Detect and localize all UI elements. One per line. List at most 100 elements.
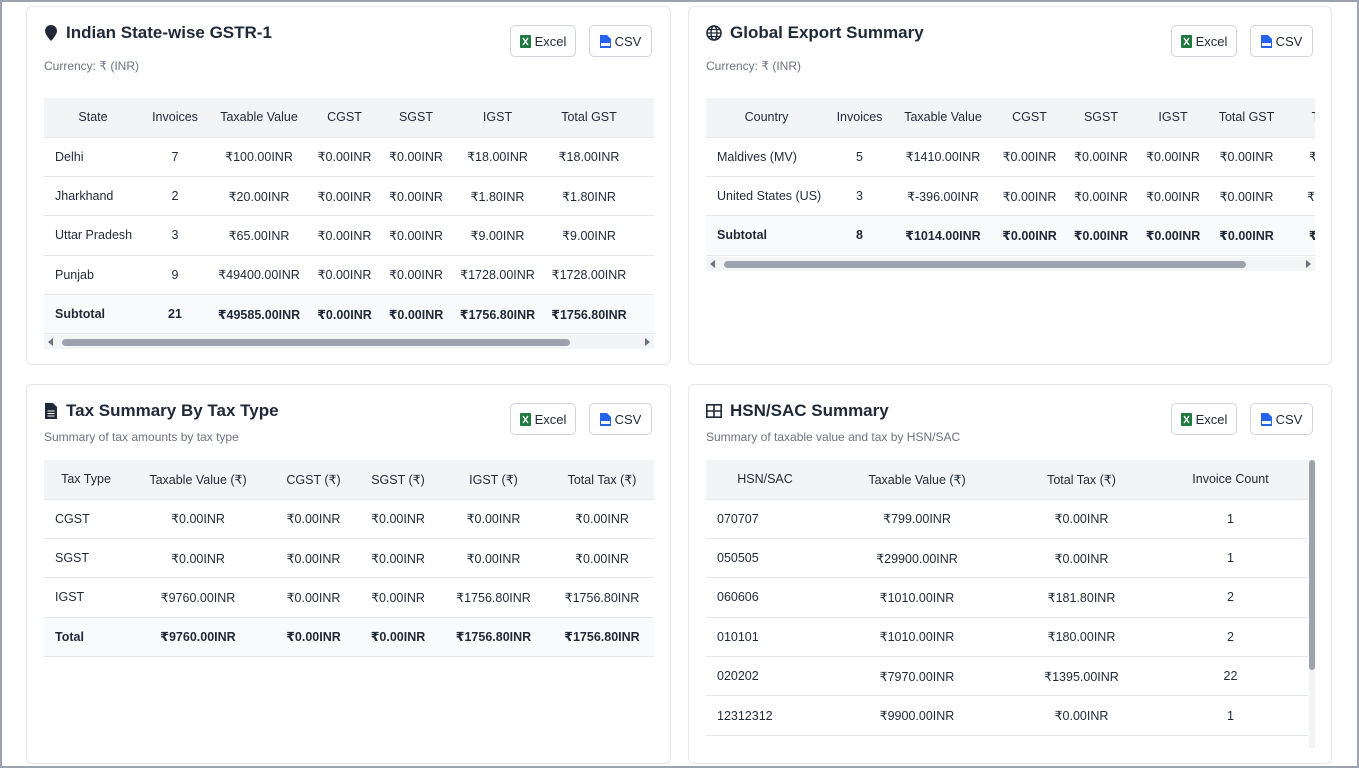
column-header: Total GST — [1209, 98, 1284, 138]
gstr1-title: Indian State-wise GSTR-1 — [44, 23, 272, 43]
table-cell: ₹0.00INR — [1065, 137, 1137, 177]
table-cell: ₹7970.00INR — [824, 656, 1010, 697]
table-cell: ₹9760.00INR — [128, 577, 268, 618]
table-cell: ₹0.00INR — [310, 294, 379, 334]
table-cell: 9 — [142, 255, 208, 296]
column-header: CGST (₹) — [268, 460, 359, 500]
table-cell: ₹49400.00INR — [208, 255, 310, 296]
excel-button[interactable]: Excel — [510, 403, 576, 435]
table-cell: 050505 — [706, 538, 824, 579]
table-cell: ₹0.00INR — [310, 215, 379, 256]
scrollbar-thumb[interactable] — [1309, 460, 1315, 670]
vertical-scrollbar[interactable] — [1309, 460, 1315, 748]
table-cell: ₹ — [636, 294, 654, 334]
table-cell: ₹9.00INR — [542, 215, 636, 256]
excel-icon — [519, 412, 531, 426]
table-row: Maldives (MV) 5 ₹1410.00INR ₹0.00INR ₹0.00IN… — [706, 137, 1315, 177]
subtotal-row: Subtotal 21 ₹49585.00INR ₹0.00INR ₹0.00INR ₹1… — [44, 294, 654, 334]
table-cell: ₹0.00INR — [359, 499, 437, 539]
export-title: Global Export Summary — [706, 23, 924, 43]
table-cell — [636, 137, 654, 177]
table-cell: ₹0.00INR — [1065, 176, 1137, 217]
table-cell: ₹1728.00INR — [453, 255, 542, 296]
table-cell: 7 — [142, 137, 208, 177]
table-cell: ₹0.00INR — [1209, 137, 1284, 177]
table-cell: ₹1014.00INR — [892, 215, 994, 256]
table-cell: ₹0.00INR — [310, 255, 379, 296]
column-header: Total Tax (₹) — [1010, 460, 1153, 500]
excel-button[interactable]: Excel — [510, 25, 576, 57]
table-cell: ₹1395.00INR — [1010, 656, 1153, 697]
column-header: Invoice Count — [1153, 460, 1308, 500]
table-cell: ₹0.00INR — [1137, 137, 1209, 177]
table-cell: ₹14 — [1284, 137, 1315, 177]
csv-button[interactable]: CSV — [589, 403, 652, 435]
table-row: Uttar Pradesh 3 ₹65.00INR ₹0.00INR ₹0.00INR ₹… — [44, 215, 654, 256]
excel-icon — [1180, 34, 1192, 48]
table-cell: ₹0.00INR — [437, 499, 550, 539]
table-cell: Subtotal — [706, 215, 827, 256]
table-cell: 22 — [1153, 656, 1308, 697]
table-cell: ₹18.00INR — [453, 137, 542, 177]
column-header: IGST — [1137, 98, 1209, 138]
table-cell: ₹0.00INR — [359, 577, 437, 618]
table-cell: ₹0.00INR — [379, 255, 453, 296]
column-header: Taxable Value (₹) — [128, 460, 268, 500]
table-cell: 5 — [827, 137, 892, 177]
csv-file-icon — [1260, 34, 1272, 48]
table-cell: 070707 — [706, 499, 824, 539]
table-cell: ₹65.00INR — [208, 215, 310, 256]
table-cell: Total — [44, 617, 128, 658]
table-row: Delhi 7 ₹100.00INR ₹0.00INR ₹0.00INR ₹18.00IN… — [44, 137, 654, 177]
scrollbar-thumb[interactable] — [62, 339, 570, 346]
column-header — [636, 98, 654, 138]
column-header: IGST — [453, 98, 542, 138]
excel-button[interactable]: Excel — [1171, 25, 1237, 57]
tax-summary-table: Tax Type Taxable Value (₹) CGST (₹) SGST (₹… — [44, 460, 654, 658]
column-header: State — [44, 98, 142, 138]
table-cell: ₹1756.80INR — [550, 617, 654, 658]
subtotal-row: Total ₹9760.00INR ₹0.00INR ₹0.00INR ₹1756.80… — [44, 617, 654, 658]
table-cell — [636, 176, 654, 217]
table-cell: ₹-396.00INR — [892, 176, 994, 217]
column-header: Tax Type — [44, 460, 128, 500]
column-header: Taxable Value — [208, 98, 310, 138]
horizontal-scrollbar[interactable] — [706, 257, 1315, 271]
table-cell: ₹0.00INR — [379, 137, 453, 177]
csv-button[interactable]: CSV — [1250, 403, 1313, 435]
scrollbar-thumb[interactable] — [724, 261, 1246, 268]
table-header-row: Country Invoices Taxable Value CGST SGST IGST… — [706, 98, 1315, 138]
table-cell: ₹0.00INR — [268, 577, 359, 618]
table-cell: ₹180.00INR — [1010, 617, 1153, 658]
table-cell: 2 — [1153, 617, 1308, 658]
table-cell: ₹1756.80INR — [550, 577, 654, 618]
table-cell: ₹0.00INR — [1137, 215, 1209, 256]
hsn-summary-card: HSN/SAC Summary Summary of taxable value… — [688, 384, 1332, 764]
gstr1-card: Indian State-wise GSTR-1 Currency: ₹ (IN… — [26, 6, 671, 365]
scroll-left-arrow-icon[interactable] — [710, 260, 715, 268]
table-cell: 1 — [1153, 695, 1308, 736]
table-cell: ₹0.00INR — [550, 538, 654, 579]
column-header: Taxable Value — [892, 98, 994, 138]
table-cell: ₹0.00INR — [1065, 215, 1137, 256]
tax-summary-subtitle: Summary of tax amounts by tax type — [44, 430, 239, 444]
table-cell: Jharkhand — [44, 176, 142, 217]
scroll-right-arrow-icon[interactable] — [645, 338, 650, 346]
table-row: Punjab 9 ₹49400.00INR ₹0.00INR ₹0.00INR ₹1728… — [44, 255, 654, 296]
table-cell: CGST — [44, 499, 128, 539]
export-table: Country Invoices Taxable Value CGST SGST IGST… — [706, 98, 1315, 256]
table-cell: Uttar Pradesh — [44, 215, 142, 256]
table-cell: ₹1756.80INR — [437, 617, 550, 658]
csv-button[interactable]: CSV — [589, 25, 652, 57]
csv-file-icon — [1260, 412, 1272, 426]
column-header: Invoices — [142, 98, 208, 138]
csv-button[interactable]: CSV — [1250, 25, 1313, 57]
scroll-right-arrow-icon[interactable] — [1306, 260, 1311, 268]
table-row: CGST ₹0.00INR ₹0.00INR ₹0.00INR ₹0.00INR ₹0.0… — [44, 499, 654, 539]
excel-button[interactable]: Excel — [1171, 403, 1237, 435]
column-header: Taxable Value (₹) — [824, 460, 1010, 500]
table-cell: United States (US) — [706, 176, 827, 217]
scroll-left-arrow-icon[interactable] — [48, 338, 53, 346]
horizontal-scrollbar[interactable] — [44, 335, 654, 349]
table-header-row: Tax Type Taxable Value (₹) CGST (₹) SGST (₹… — [44, 460, 654, 500]
